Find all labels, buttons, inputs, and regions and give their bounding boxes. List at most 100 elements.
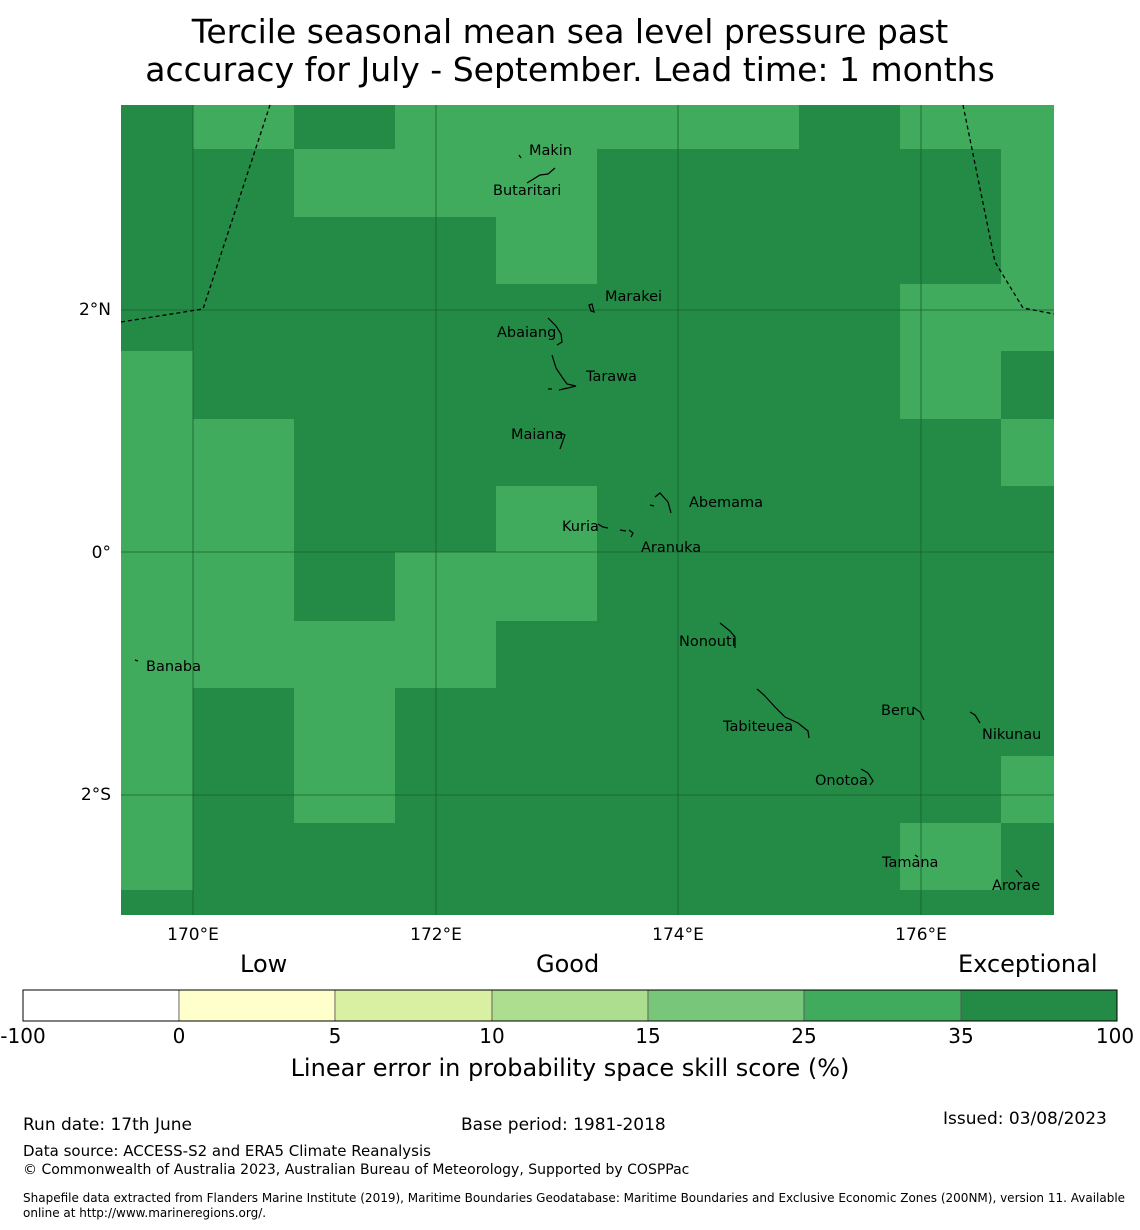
skill-cell — [597, 552, 698, 621]
kuria-outline — [597, 523, 609, 529]
eez-boundary-west — [120, 104, 271, 323]
skill-cell — [121, 486, 193, 552]
skill-cell — [294, 351, 395, 419]
maiana-outline — [557, 431, 566, 450]
colorbar-segment — [803, 989, 962, 1022]
skill-cell — [496, 890, 597, 915]
lon-label-174e: 174°E — [652, 925, 704, 945]
skill-cell — [1001, 217, 1054, 284]
skill-cell — [1001, 105, 1054, 149]
skill-cell — [900, 756, 1001, 823]
skill-cell — [799, 217, 900, 284]
shapefile-credit: Shapefile data extracted from Flanders M… — [23, 1191, 1126, 1220]
skill-cell — [597, 149, 698, 217]
island-outlines — [134, 154, 1023, 878]
skill-cell — [900, 105, 1001, 149]
colorbar-tick-label: 25 — [791, 1024, 817, 1048]
skill-cell — [1001, 552, 1054, 621]
skill-cell — [900, 688, 1001, 756]
abaiang-outline — [547, 317, 563, 346]
colorbar-tick-label: 10 — [479, 1024, 505, 1048]
skill-cell — [395, 351, 496, 419]
nonouti-outline — [719, 622, 736, 648]
arorae-outline — [1015, 869, 1023, 878]
skill-cell — [900, 419, 1001, 486]
skill-cell — [1001, 756, 1054, 823]
skill-cell — [193, 621, 294, 688]
latitude-labels: 2°N 0° 2°S — [79, 300, 111, 805]
skill-cell — [395, 419, 496, 486]
tarawa-outline — [548, 354, 577, 391]
skill-cell — [193, 756, 294, 823]
skill-cell — [799, 552, 900, 621]
eez-boundary-east — [962, 104, 1055, 315]
skill-cell — [193, 823, 294, 890]
banaba-outline — [134, 659, 139, 662]
skill-cell — [395, 890, 496, 915]
colorbar-segment — [334, 989, 493, 1022]
island-label-maiana: Maiana — [511, 427, 563, 443]
skill-cell — [597, 688, 698, 756]
beru-outline — [912, 706, 925, 721]
butaritari-outline — [526, 167, 556, 184]
skill-cell — [799, 688, 900, 756]
tabiteuea-outline — [756, 688, 810, 739]
skill-cell — [294, 217, 395, 284]
longitude-labels: 170°E 172°E 174°E 176°E — [167, 925, 947, 945]
skill-cell — [294, 823, 395, 890]
skill-cell — [597, 823, 698, 890]
skill-cell — [496, 217, 597, 284]
skill-cell — [1001, 419, 1054, 486]
graticule — [121, 105, 1054, 915]
skill-cell — [294, 105, 395, 149]
island-label-marakei: Marakei — [605, 289, 662, 305]
skill-cell — [799, 284, 900, 351]
base-period: Base period: 1981-2018 — [461, 1115, 666, 1135]
skill-cell — [799, 486, 900, 552]
island-label-tamana: Tamana — [881, 855, 938, 871]
skill-cell — [395, 217, 496, 284]
skill-cell — [900, 217, 1001, 284]
skill-cell — [294, 621, 395, 688]
skill-cell — [1001, 149, 1054, 217]
colorbar-segment — [960, 989, 1118, 1022]
colorbar-segment — [491, 989, 649, 1022]
skill-cell — [193, 149, 294, 217]
legend-category-good: Good — [536, 950, 600, 978]
island-label-butaritari: Butaritari — [493, 183, 561, 199]
skill-cell — [799, 621, 900, 688]
skill-cell — [698, 688, 799, 756]
island-label-nikunau: Nikunau — [982, 727, 1041, 743]
skill-cell — [395, 105, 496, 149]
skill-cell — [395, 688, 496, 756]
skill-cell — [1001, 823, 1054, 890]
skill-cell — [294, 890, 395, 915]
skill-cell — [1001, 351, 1054, 419]
skill-cell — [496, 688, 597, 756]
island-label-beru: Beru — [881, 703, 915, 719]
legend-category-exceptional: Exceptional — [958, 950, 1098, 978]
island-label-tarawa: Tarawa — [585, 369, 637, 385]
skill-cell — [395, 486, 496, 552]
island-label-aranuka: Aranuka — [641, 540, 701, 556]
skill-cell — [597, 284, 698, 351]
skill-cell — [395, 552, 496, 621]
lon-label-170e: 170°E — [167, 925, 219, 945]
skill-cell — [597, 419, 698, 486]
skill-cell — [698, 284, 799, 351]
skill-cell — [597, 486, 698, 552]
lon-label-176e: 176°E — [895, 925, 947, 945]
colorbar-outline — [22, 989, 1118, 1022]
island-label-arorae: Arorae — [992, 878, 1040, 894]
colorbar-tick-label: 35 — [948, 1024, 974, 1048]
skill-cell — [294, 486, 395, 552]
map-title-line-2: accuracy for July - September. Lead time… — [145, 50, 995, 89]
skill-cell — [193, 688, 294, 756]
skill-cell — [900, 284, 1001, 351]
skill-cell — [597, 890, 698, 915]
island-label-nonouti: Nonouti — [679, 634, 736, 650]
colorbar — [22, 989, 1118, 1022]
skill-cell — [698, 105, 799, 149]
skill-cell — [900, 486, 1001, 552]
onotoa-outline — [860, 768, 874, 786]
